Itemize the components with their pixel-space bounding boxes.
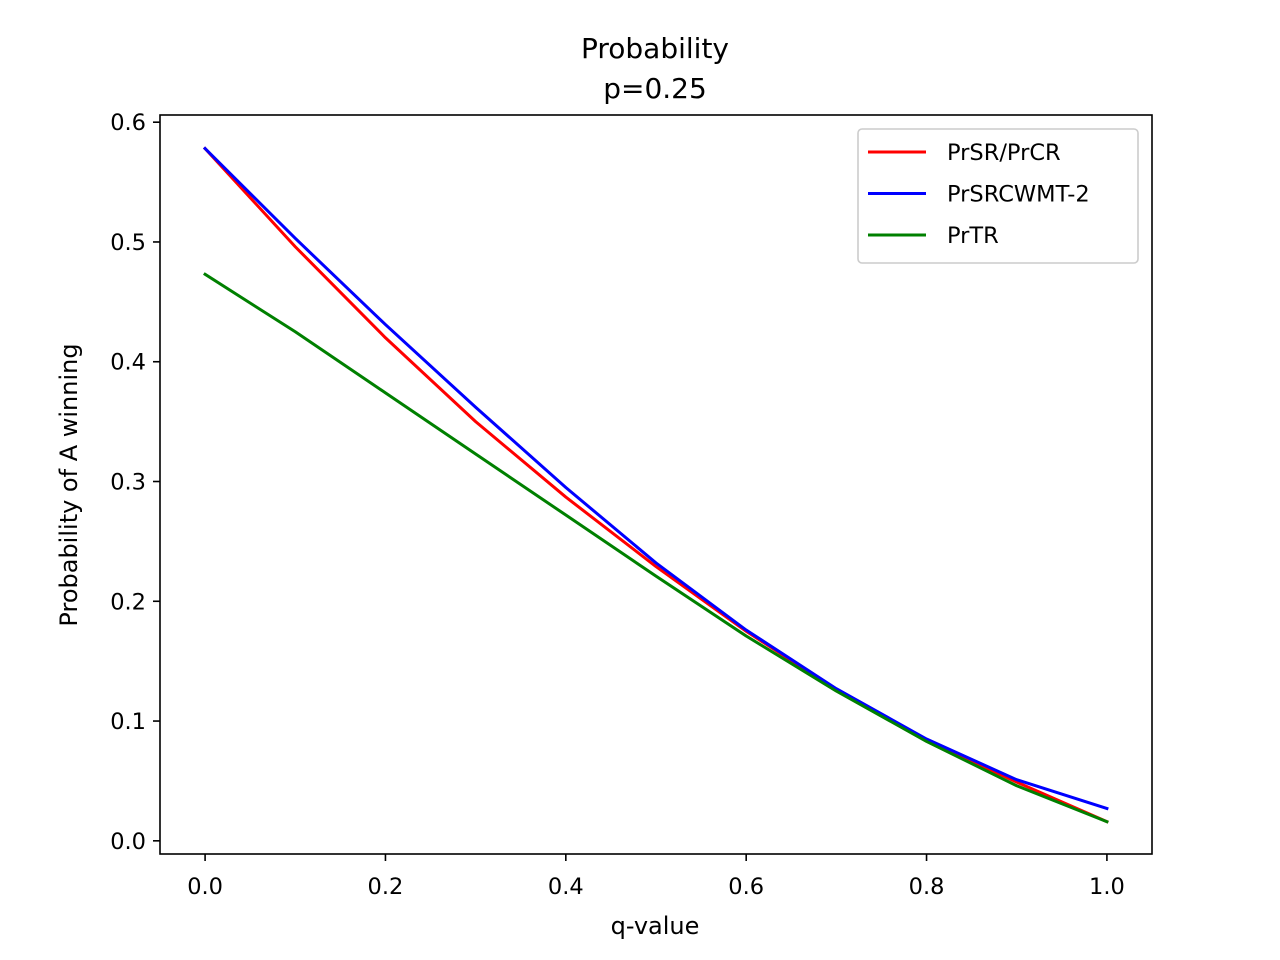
y-axis-label: Probability of A winning: [55, 343, 83, 626]
x-tick-label: 0.8: [909, 874, 945, 900]
y-tick-label: 0.4: [110, 350, 146, 376]
x-tick-label: 0.2: [368, 874, 404, 900]
legend-label-3: PrTR: [947, 223, 999, 249]
x-tick-label: 0.6: [728, 874, 764, 900]
chart-subtitle: p=0.25: [603, 72, 707, 105]
legend-box: [857, 128, 1139, 264]
legend: PrSR/PrCR PrSRCWMT-2 PrTR: [857, 128, 1139, 264]
x-tick-label: 0.4: [548, 874, 584, 900]
legend-label-2: PrSRCWMT-2: [947, 182, 1090, 208]
y-tick-label: 0.6: [110, 110, 146, 136]
x-tick-label: 1.0: [1089, 874, 1125, 900]
series-line-3: [203, 272, 1109, 824]
x-tick-label: 0.0: [187, 874, 223, 900]
y-tick-label: 0.2: [110, 589, 146, 615]
y-tick-label: 0.0: [110, 829, 146, 855]
plot-area: 0.0 0.2 0.4 0.6 0.8 1.0 0.0 0.1 0.2 0.3 0.4 0.5 0.6: [110, 110, 1153, 900]
y-tick-label: 0.1: [110, 709, 146, 735]
plot-frame: [159, 114, 1153, 855]
legend-label-1: PrSR/PrCR: [947, 140, 1061, 166]
series-line-2: [202, 146, 1109, 811]
chart-title: Probability: [581, 32, 729, 65]
y-tick-label: 0.5: [110, 230, 146, 256]
y-tick-label: 0.3: [110, 470, 146, 496]
x-axis-label: q-value: [611, 912, 700, 940]
